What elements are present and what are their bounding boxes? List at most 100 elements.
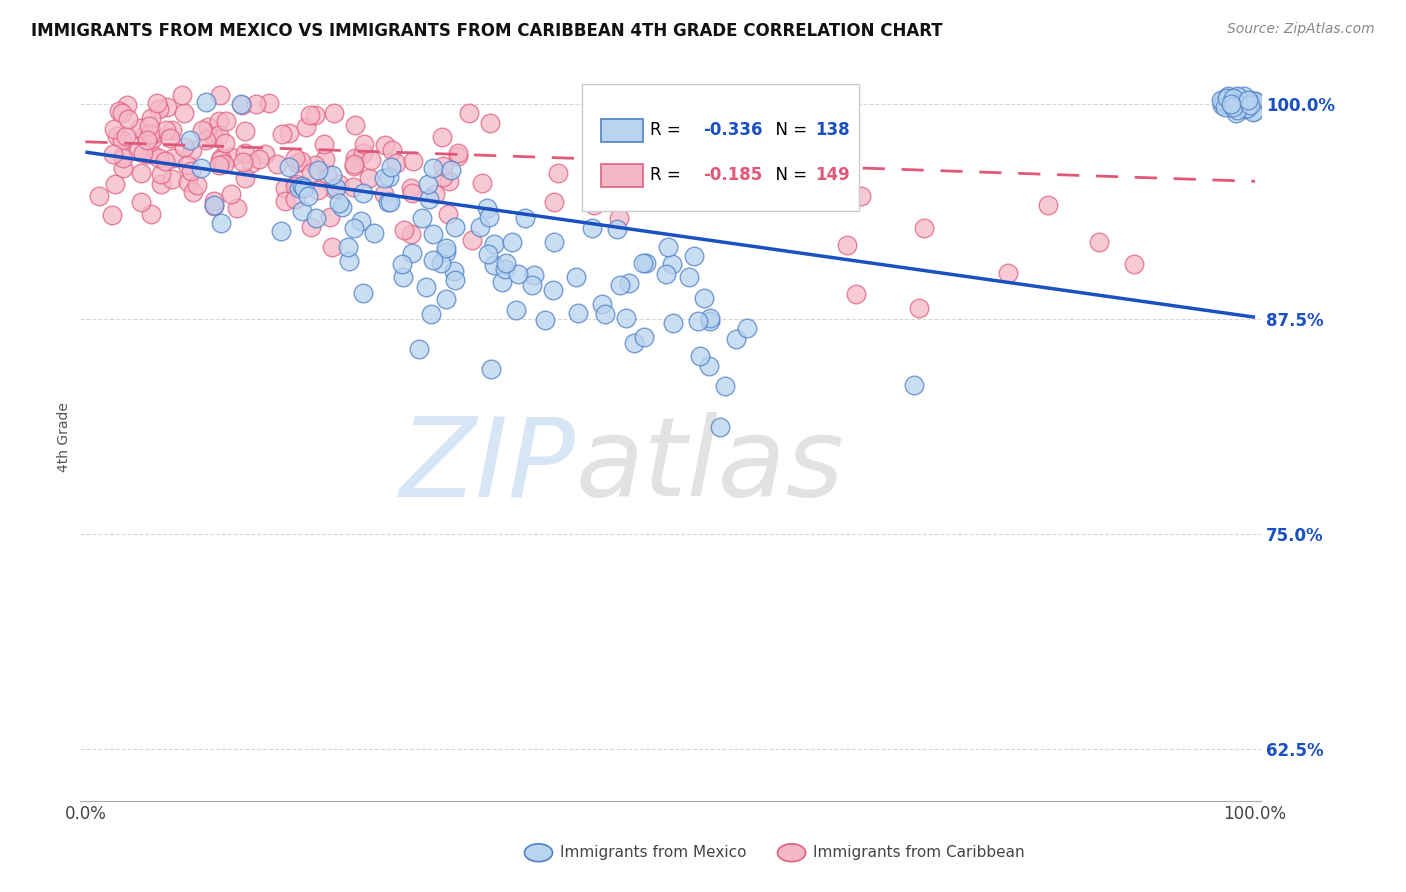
Point (208, 153, 231, 167)
Point (101, 147, 124, 161)
FancyBboxPatch shape (600, 164, 643, 187)
Point (209, 216, 232, 230)
Point (115, 128, 138, 143)
Point (197, 120, 219, 135)
Point (1233, 103, 1256, 117)
Point (142, 127, 165, 141)
Point (134, 128, 156, 143)
Point (141, 112, 163, 126)
Point (420, 307, 443, 321)
Point (155, 123, 177, 137)
Point (709, 420, 731, 434)
Point (190, 161, 212, 175)
Point (914, 221, 936, 235)
Point (353, 136, 375, 151)
Point (401, 186, 423, 200)
Point (307, 162, 329, 177)
Point (208, 113, 231, 128)
Point (284, 178, 307, 193)
Point (505, 303, 527, 318)
Point (150, 167, 173, 181)
Point (180, 164, 202, 178)
Point (141, 207, 163, 221)
Point (160, 172, 183, 186)
Point (307, 183, 329, 197)
Point (1230, 96, 1253, 111)
Point (475, 201, 498, 215)
Point (176, 157, 198, 171)
Point (1212, 93, 1234, 107)
Point (191, 123, 214, 137)
Point (600, 158, 623, 172)
Text: -0.336: -0.336 (703, 120, 763, 139)
Point (374, 138, 396, 153)
Point (357, 170, 380, 185)
Point (437, 174, 460, 188)
Point (181, 185, 204, 199)
Point (1227, 97, 1250, 112)
Point (484, 258, 506, 272)
Point (127, 144, 149, 158)
Point (378, 194, 401, 209)
Point (342, 179, 364, 194)
Point (491, 275, 513, 289)
Point (195, 133, 218, 147)
Point (111, 105, 134, 120)
Point (343, 157, 366, 171)
Point (434, 240, 457, 254)
Point (1222, 91, 1244, 105)
Point (835, 237, 858, 252)
Point (173, 140, 195, 154)
Point (321, 168, 343, 182)
Point (344, 119, 367, 133)
Point (156, 100, 179, 114)
Point (291, 179, 314, 194)
Point (112, 151, 135, 165)
Point (129, 194, 152, 209)
Point (478, 115, 501, 129)
Point (735, 321, 758, 335)
Point (443, 264, 465, 278)
Point (352, 186, 374, 200)
Point (567, 306, 589, 320)
Point (513, 211, 536, 225)
Point (284, 192, 307, 206)
Point (159, 130, 181, 145)
Point (314, 153, 336, 167)
Point (506, 267, 529, 281)
Point (129, 120, 152, 135)
Point (422, 253, 444, 268)
Point (437, 207, 460, 221)
Point (1216, 91, 1239, 105)
Point (1220, 97, 1243, 112)
Point (523, 268, 546, 283)
Point (305, 211, 328, 225)
Y-axis label: 4th Grade: 4th Grade (58, 402, 72, 472)
Point (1225, 97, 1247, 112)
Point (284, 151, 307, 165)
Point (328, 177, 350, 191)
Point (297, 189, 319, 203)
Point (373, 170, 395, 185)
Point (440, 162, 463, 177)
Point (634, 255, 657, 269)
Point (657, 239, 679, 253)
Point (447, 145, 470, 160)
Point (391, 257, 413, 271)
Point (239, 155, 262, 169)
Text: N =: N = (765, 120, 813, 139)
Point (661, 257, 683, 271)
Point (1237, 93, 1260, 107)
Point (631, 256, 654, 270)
Point (380, 160, 402, 174)
Point (1216, 98, 1239, 112)
Point (115, 97, 138, 112)
Point (103, 122, 125, 136)
Text: atlas: atlas (575, 412, 845, 519)
Point (117, 112, 139, 126)
Point (373, 186, 395, 201)
Point (461, 233, 484, 247)
Point (401, 246, 423, 260)
Point (434, 292, 457, 306)
Text: IMMIGRANTS FROM MEXICO VS IMMIGRANTS FROM CARIBBEAN 4TH GRADE CORRELATION CHART: IMMIGRANTS FROM MEXICO VS IMMIGRANTS FRO… (31, 22, 942, 40)
